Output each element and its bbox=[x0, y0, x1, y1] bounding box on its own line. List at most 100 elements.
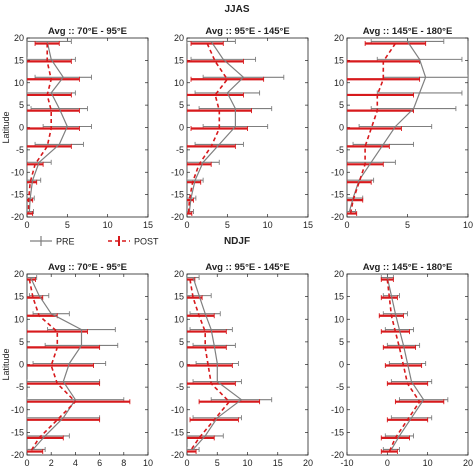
y-tick-label: -15 bbox=[11, 427, 24, 437]
x-tick-label: 0 bbox=[24, 458, 29, 468]
chart-panel-3: Avg :: 145°E - 180°E-20-15-10-5051015200… bbox=[331, 26, 473, 230]
series-line-post bbox=[27, 43, 53, 214]
x-tick-label: 15 bbox=[303, 220, 313, 230]
y-tick-label: 0 bbox=[19, 360, 24, 370]
series-line-pre bbox=[188, 41, 245, 212]
x-tick-label: 10 bbox=[242, 458, 252, 468]
y-tick-label: 20 bbox=[334, 269, 344, 279]
y-tick-label: 10 bbox=[174, 314, 184, 324]
x-tick-label: 5 bbox=[225, 220, 230, 230]
y-tick-label: 5 bbox=[179, 100, 184, 110]
x-tick-label: 0 bbox=[385, 458, 390, 468]
y-tick-label: -5 bbox=[176, 382, 184, 392]
y-tick-label: -5 bbox=[176, 145, 184, 155]
y-tick-label: -5 bbox=[16, 145, 24, 155]
y-tick-label: 5 bbox=[19, 337, 24, 347]
group-title-ndjf: NDJF bbox=[224, 236, 250, 247]
y-tick-label: -10 bbox=[331, 405, 344, 415]
plot-area bbox=[27, 275, 131, 454]
y-tick-label: -5 bbox=[336, 145, 344, 155]
y-tick-label: 10 bbox=[334, 314, 344, 324]
series-line-pre bbox=[192, 277, 242, 450]
x-tick-label: 10 bbox=[143, 458, 153, 468]
y-tick-label: -10 bbox=[11, 167, 24, 177]
x-tick-label: 5 bbox=[215, 458, 220, 468]
x-tick-label: 0 bbox=[344, 220, 349, 230]
x-tick-label: 4 bbox=[73, 458, 78, 468]
legend-pre-label: PRE bbox=[56, 237, 75, 247]
x-tick-label: 15 bbox=[143, 220, 153, 230]
x-tick-label: 10 bbox=[103, 220, 113, 230]
plot-area bbox=[378, 275, 449, 454]
y-tick-label: 20 bbox=[174, 33, 184, 43]
y-tick-label: 0 bbox=[179, 360, 184, 370]
y-tick-label: 5 bbox=[179, 337, 184, 347]
y-tick-label: 5 bbox=[19, 100, 24, 110]
panel-title: Avg :: 95°E - 145°E bbox=[205, 262, 289, 273]
x-tick-label: 0 bbox=[184, 458, 189, 468]
y-tick-label: 10 bbox=[14, 78, 24, 88]
x-tick-label: 10 bbox=[463, 220, 473, 230]
y-tick-label: 15 bbox=[14, 55, 24, 65]
x-tick-label: 5 bbox=[405, 220, 410, 230]
series-line-post bbox=[28, 279, 77, 452]
y-tick-label: 10 bbox=[334, 78, 344, 88]
y-tick-label: -20 bbox=[11, 212, 24, 222]
legend-post-label: POST bbox=[134, 237, 159, 247]
panel-title: Avg :: 70°E - 95°E bbox=[48, 262, 127, 273]
y-tick-label: 15 bbox=[174, 292, 184, 302]
y-tick-label: -15 bbox=[11, 190, 24, 200]
x-tick-label: 20 bbox=[463, 458, 473, 468]
y-tick-label: -20 bbox=[171, 212, 184, 222]
panel-title: Avg :: 145°E - 180°E bbox=[363, 26, 453, 37]
x-tick-label: 8 bbox=[121, 458, 126, 468]
x-tick-label: 5 bbox=[65, 220, 70, 230]
x-tick-label: -10 bbox=[340, 458, 353, 468]
x-tick-label: 15 bbox=[273, 458, 283, 468]
series-line-post bbox=[187, 43, 229, 214]
plot-area bbox=[27, 38, 92, 217]
series-line-pre bbox=[28, 41, 68, 212]
chart-panel-6: Avg :: 145°E - 180°E-20-15-10-505101520-… bbox=[331, 262, 473, 468]
y-tick-label: -15 bbox=[331, 190, 344, 200]
y-tick-label: -20 bbox=[171, 450, 184, 460]
panel-title: Avg :: 145°E - 180°E bbox=[363, 262, 453, 273]
y-tick-label: 0 bbox=[19, 123, 24, 133]
y-tick-label: 20 bbox=[334, 33, 344, 43]
y-tick-label: 15 bbox=[334, 292, 344, 302]
y-tick-label: 15 bbox=[174, 55, 184, 65]
y-tick-label: 0 bbox=[339, 123, 344, 133]
y-tick-label: 10 bbox=[14, 314, 24, 324]
x-tick-label: 0 bbox=[184, 220, 189, 230]
plot-area bbox=[187, 38, 285, 217]
plot-area bbox=[187, 275, 273, 454]
y-axis-label: Latitude bbox=[1, 348, 11, 380]
y-tick-label: 10 bbox=[174, 78, 184, 88]
legend: PRE POST bbox=[30, 236, 159, 247]
plot-area bbox=[347, 38, 468, 217]
y-axis-label: Latitude bbox=[1, 111, 11, 143]
y-tick-label: -15 bbox=[171, 427, 184, 437]
group-title-jjas: JJAS bbox=[224, 4, 249, 15]
x-tick-label: 10 bbox=[423, 458, 433, 468]
panel-title: Avg :: 95°E - 145°E bbox=[205, 26, 289, 37]
y-tick-label: -10 bbox=[171, 167, 184, 177]
x-tick-label: 0 bbox=[24, 220, 29, 230]
x-tick-label: 2 bbox=[49, 458, 54, 468]
y-tick-label: -5 bbox=[16, 382, 24, 392]
series-line-pre bbox=[30, 277, 83, 450]
y-tick-label: 5 bbox=[339, 100, 344, 110]
y-tick-label: -15 bbox=[331, 427, 344, 437]
series-line-post bbox=[189, 279, 231, 452]
x-tick-label: 6 bbox=[97, 458, 102, 468]
y-tick-label: -20 bbox=[11, 450, 24, 460]
y-tick-label: 15 bbox=[334, 55, 344, 65]
y-tick-label: 20 bbox=[14, 33, 24, 43]
y-tick-label: -20 bbox=[331, 450, 344, 460]
x-tick-label: 10 bbox=[263, 220, 273, 230]
series-line-pre bbox=[386, 277, 425, 450]
